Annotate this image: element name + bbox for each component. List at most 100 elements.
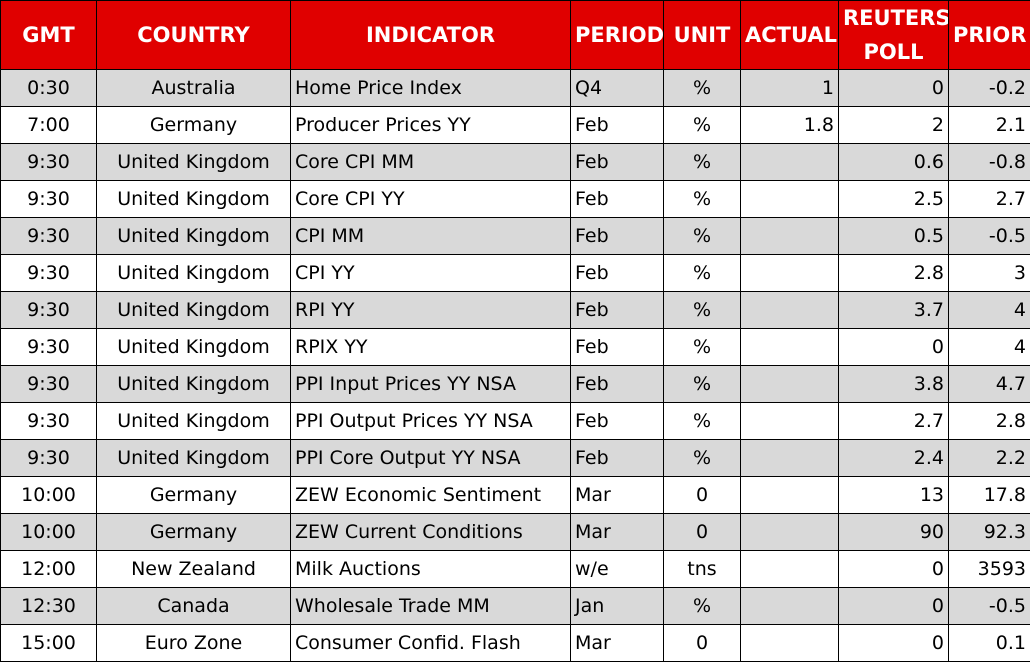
period-cell: Feb (571, 255, 664, 292)
actual-cell (741, 181, 839, 218)
prior-cell: -0.5 (949, 588, 1030, 625)
reuters-poll-cell: 0 (839, 551, 949, 588)
indicator-cell: Core CPI MM (291, 144, 571, 181)
reuters-poll-cell: 0 (839, 329, 949, 366)
unit-cell: % (664, 403, 741, 440)
header-cell: UNIT (664, 1, 741, 70)
reuters-poll-cell: 13 (839, 477, 949, 514)
indicator-cell: RPIX YY (291, 329, 571, 366)
prior-cell: 3 (949, 255, 1030, 292)
period-cell: Feb (571, 329, 664, 366)
country-cell: United Kingdom (97, 292, 291, 329)
actual-cell (741, 625, 839, 662)
actual-cell (741, 477, 839, 514)
prior-cell: -0.2 (949, 70, 1030, 107)
country-cell: United Kingdom (97, 255, 291, 292)
actual-cell (741, 403, 839, 440)
prior-cell: 2.2 (949, 440, 1030, 477)
period-cell: Mar (571, 514, 664, 551)
unit-cell: % (664, 218, 741, 255)
unit-cell: 0 (664, 477, 741, 514)
gmt-cell: 9:30 (1, 144, 97, 181)
reuters-poll-cell: 2.5 (839, 181, 949, 218)
indicator-cell: ZEW Current Conditions (291, 514, 571, 551)
indicator-cell: PPI Output Prices YY NSA (291, 403, 571, 440)
actual-cell (741, 218, 839, 255)
actual-cell (741, 440, 839, 477)
indicator-cell: Milk Auctions (291, 551, 571, 588)
actual-cell (741, 255, 839, 292)
actual-cell: 1.8 (741, 107, 839, 144)
reuters-poll-cell: 3.7 (839, 292, 949, 329)
country-cell: United Kingdom (97, 218, 291, 255)
period-cell: Feb (571, 107, 664, 144)
actual-cell (741, 514, 839, 551)
header-cell: PRIOR (949, 1, 1030, 70)
header-cell: COUNTRY (97, 1, 291, 70)
period-cell: Feb (571, 144, 664, 181)
unit-cell: % (664, 255, 741, 292)
prior-cell: 4 (949, 329, 1030, 366)
unit-cell: % (664, 329, 741, 366)
actual-cell: 1 (741, 70, 839, 107)
gmt-cell: 9:30 (1, 329, 97, 366)
country-cell: United Kingdom (97, 366, 291, 403)
header-cell: GMT (1, 1, 97, 70)
gmt-cell: 9:30 (1, 292, 97, 329)
country-cell: Germany (97, 107, 291, 144)
prior-cell: 17.8 (949, 477, 1030, 514)
unit-cell: % (664, 366, 741, 403)
indicator-cell: CPI MM (291, 218, 571, 255)
reuters-poll-cell: 3.8 (839, 366, 949, 403)
indicator-cell: CPI YY (291, 255, 571, 292)
prior-cell: 4 (949, 292, 1030, 329)
gmt-cell: 12:00 (1, 551, 97, 588)
period-cell: Feb (571, 366, 664, 403)
period-cell: Feb (571, 292, 664, 329)
actual-cell (741, 329, 839, 366)
gmt-cell: 10:00 (1, 477, 97, 514)
indicator-cell: Consumer Confid. Flash (291, 625, 571, 662)
prior-cell: 0.1 (949, 625, 1030, 662)
actual-cell (741, 588, 839, 625)
header-cell: INDICATOR (291, 1, 571, 70)
gmt-cell: 9:30 (1, 181, 97, 218)
reuters-poll-cell: 0 (839, 70, 949, 107)
country-cell: Canada (97, 588, 291, 625)
prior-cell: 3593 (949, 551, 1030, 588)
country-cell: United Kingdom (97, 144, 291, 181)
unit-cell: % (664, 181, 741, 218)
header-cell: ACTUAL (741, 1, 839, 70)
unit-cell: 0 (664, 514, 741, 551)
prior-cell: -0.8 (949, 144, 1030, 181)
period-cell: w/e (571, 551, 664, 588)
prior-cell: 4.7 (949, 366, 1030, 403)
country-cell: New Zealand (97, 551, 291, 588)
gmt-cell: 15:00 (1, 625, 97, 662)
actual-cell (741, 144, 839, 181)
gmt-cell: 9:30 (1, 255, 97, 292)
indicator-cell: RPI YY (291, 292, 571, 329)
unit-cell: % (664, 440, 741, 477)
gmt-cell: 12:30 (1, 588, 97, 625)
country-cell: Germany (97, 477, 291, 514)
gmt-cell: 9:30 (1, 218, 97, 255)
period-cell: Feb (571, 181, 664, 218)
unit-cell: tns (664, 551, 741, 588)
prior-cell: 2.7 (949, 181, 1030, 218)
reuters-poll-cell: 0.6 (839, 144, 949, 181)
period-cell: Feb (571, 440, 664, 477)
